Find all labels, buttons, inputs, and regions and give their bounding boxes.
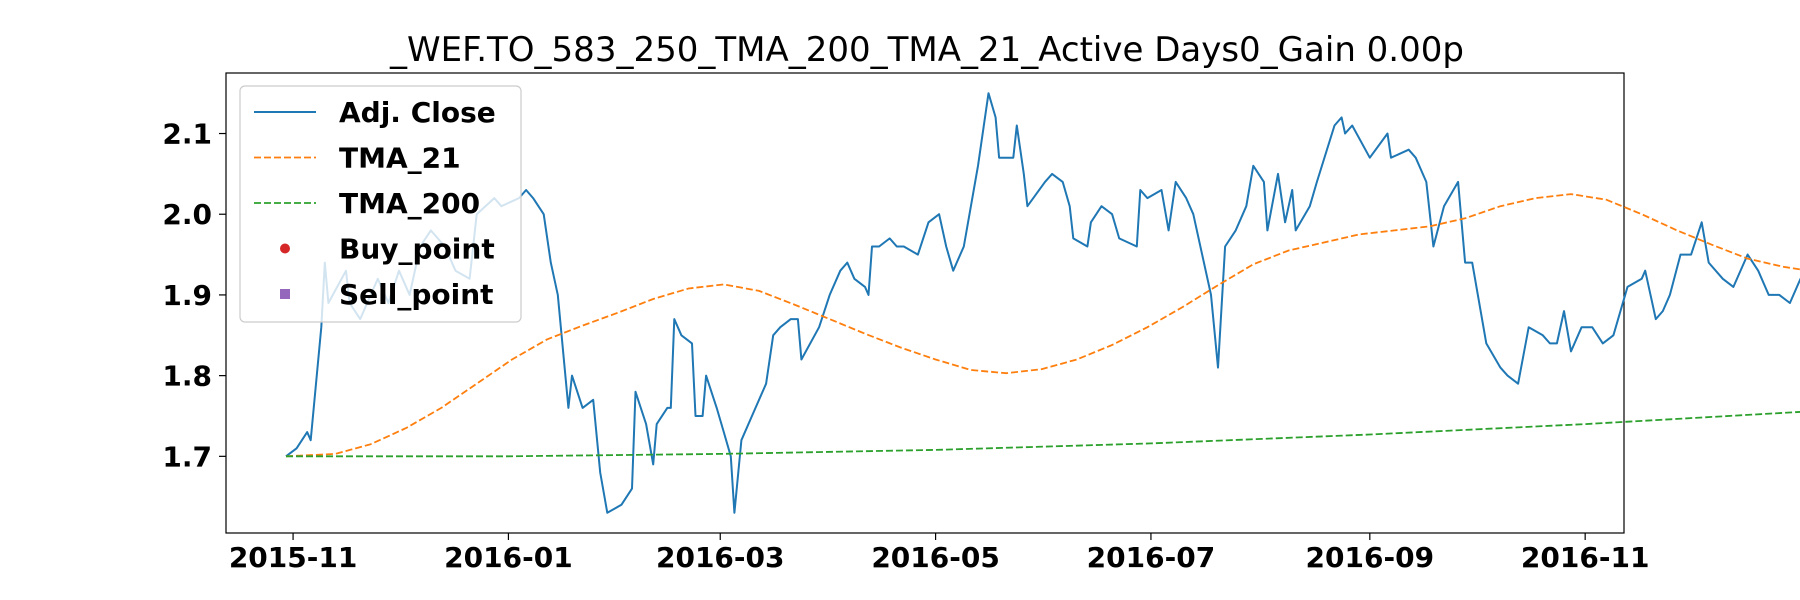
y-tick-label: 2.1: [162, 118, 212, 151]
legend-label-buy-point: Buy_point: [339, 233, 495, 266]
x-tick-label: 2016-03: [656, 541, 785, 574]
series-layer: [285, 92, 1800, 514]
y-tick-label: 1.9: [162, 279, 212, 312]
series-line-tma-200: [286, 411, 1800, 458]
legend: Adj. Close TMA_21 TMA_200 Buy_point Sell_poi…: [239, 85, 522, 323]
y-tick-label: 1.8: [162, 360, 212, 393]
x-tick-label: 2015-11: [229, 541, 358, 574]
series-line-adj-close: [285, 92, 1800, 514]
legend-swatch-sell-point: [280, 289, 290, 299]
x-tick-label: 2016-11: [1521, 541, 1650, 574]
legend-label-sell-point: Sell_point: [339, 278, 494, 311]
x-tick-label: 2016-07: [1087, 541, 1216, 574]
legend-label-tma-200: TMA_200: [339, 187, 480, 220]
legend-swatch-buy-point: [280, 243, 290, 254]
legend-label-adj-close: Adj. Close: [339, 96, 496, 129]
y-axis: 1.7 1.8 1.9 2.0 2.1: [162, 118, 226, 473]
chart-title: _WEF.TO_583_250_TMA_200_TMA_21_Active Da…: [389, 30, 1464, 70]
legend-label-tma-21: TMA_21: [339, 142, 461, 175]
legend-box: [239, 85, 522, 323]
y-tick-label: 2.0: [162, 198, 212, 231]
x-tick-label: 2016-05: [871, 541, 1000, 574]
x-axis: 2015-11 2016-01 2016-03 2016-05 2016-07 2016-…: [229, 533, 1650, 574]
y-tick-label: 1.7: [162, 440, 212, 473]
x-tick-label: 2016-09: [1306, 541, 1435, 574]
x-tick-label: 2016-01: [444, 541, 573, 574]
